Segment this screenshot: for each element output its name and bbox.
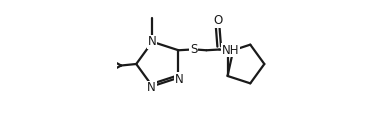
Text: N: N bbox=[175, 73, 184, 86]
Text: S: S bbox=[190, 43, 197, 56]
Text: N: N bbox=[148, 35, 157, 48]
Text: O: O bbox=[213, 14, 222, 27]
Text: N: N bbox=[147, 81, 156, 94]
Text: NH: NH bbox=[222, 44, 239, 57]
